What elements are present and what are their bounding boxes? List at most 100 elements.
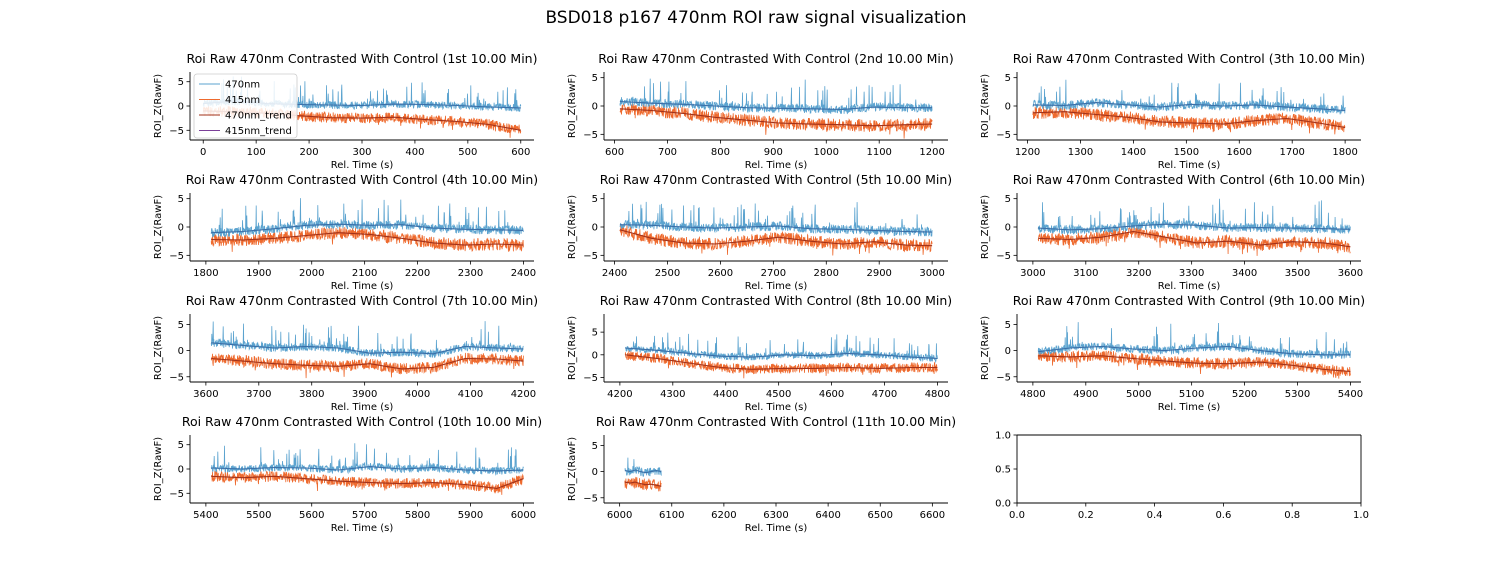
x-tick-label: 0.4 (1147, 510, 1163, 521)
subplot-9: Roi Raw 470nm Contrasted With Control (9… (980, 293, 1365, 413)
x-tick-label: 3800 (299, 389, 324, 400)
subplot-4: Roi Raw 470nm Contrasted With Control (4… (153, 172, 538, 292)
series-415nm-raw (210, 352, 524, 379)
x-tick-label: 2800 (814, 268, 839, 279)
x-tick-label: 2400 (511, 268, 536, 279)
x-tick-label: 0.2 (1078, 510, 1094, 521)
x-tick-label: 2100 (352, 268, 377, 279)
x-tick-label: 4400 (713, 389, 738, 400)
subplot-2: Roi Raw 470nm Contrasted With Control (2… (567, 51, 954, 171)
x-axis-label: Rel. Time (s) (745, 160, 808, 171)
x-tick-label: 4800 (925, 389, 950, 400)
y-tick-label: −5 (996, 251, 1011, 262)
subplot-title: Roi Raw 470nm Contrasted With Control (1… (596, 414, 956, 429)
subplot-5: Roi Raw 470nm Contrasted With Control (5… (567, 172, 952, 292)
x-axis-label: Rel. Time (s) (1158, 281, 1221, 292)
subplot-title: Roi Raw 470nm Contrasted With Control (8… (600, 293, 952, 308)
series-470nm-trend (211, 466, 524, 472)
series-470nm-raw (624, 457, 662, 477)
y-axis-label: ROI_Z(RawF) (153, 74, 164, 138)
x-tick-label: 700 (658, 147, 677, 158)
subplot-title: Roi Raw 470nm Contrasted With Control (7… (186, 293, 538, 308)
y-tick-label: 5 (1005, 320, 1011, 331)
x-tick-label: 6500 (868, 510, 893, 521)
legend-entry: 470nm_trend (225, 111, 292, 122)
y-tick-label: 0 (1005, 346, 1011, 357)
y-axis-label: ROI_Z(RawF) (567, 74, 578, 138)
y-axis-label: ROI_Z(RawF) (980, 74, 991, 138)
x-tick-label: 2000 (299, 268, 324, 279)
x-tick-label: 1200 (919, 147, 944, 158)
y-tick-label: −5 (996, 130, 1011, 141)
subplot-title: Roi Raw 470nm Contrasted With Control (5… (600, 172, 952, 187)
x-tick-label: 1800 (1332, 147, 1357, 158)
x-tick-label: 4200 (511, 389, 536, 400)
y-tick-label: 5 (178, 77, 184, 88)
series-415nm-raw (1032, 105, 1346, 135)
series-470nm-raw (624, 332, 938, 364)
series-470nm-raw (1032, 79, 1346, 115)
y-tick-label: −5 (583, 251, 598, 262)
y-tick-label: −5 (583, 373, 598, 384)
x-tick-label: 3100 (1073, 268, 1098, 279)
x-axis-label: Rel. Time (s) (745, 281, 808, 292)
x-tick-label: 0 (200, 147, 206, 158)
y-tick-label: 5 (592, 328, 598, 339)
x-tick-label: 6400 (815, 510, 840, 521)
x-tick-label: 5800 (405, 510, 430, 521)
series-470nm-trend (211, 342, 524, 355)
x-tick-label: 1.0 (1353, 510, 1369, 521)
y-tick-label: 5 (178, 440, 184, 451)
series-415nm-trend (1038, 355, 1351, 373)
subplot-6: Roi Raw 470nm Contrasted With Control (6… (980, 172, 1365, 292)
series-415nm-trend (619, 229, 933, 247)
x-tick-label: 300 (352, 147, 371, 158)
x-tick-label: 3000 (919, 268, 944, 279)
subplot-11: Roi Raw 470nm Contrasted With Control (1… (567, 414, 956, 534)
series-470nm-trend (211, 223, 524, 234)
x-tick-label: 3300 (1179, 268, 1204, 279)
x-tick-label: 3500 (1285, 268, 1310, 279)
y-tick-label: 0 (1005, 102, 1011, 113)
plot-area (210, 198, 524, 253)
y-tick-label: 5 (592, 73, 598, 84)
x-tick-label: 6200 (711, 510, 736, 521)
x-tick-label: 900 (764, 147, 783, 158)
x-tick-label: 4300 (660, 389, 685, 400)
y-tick-label: 0 (592, 467, 598, 478)
y-tick-label: −5 (169, 489, 184, 500)
x-axis-label: Rel. Time (s) (331, 281, 394, 292)
y-axis-label: ROI_Z(RawF) (980, 316, 991, 380)
x-tick-label: 6300 (763, 510, 788, 521)
series-415nm-raw (211, 469, 524, 495)
y-tick-label: −5 (169, 126, 184, 137)
subplot-title: Roi Raw 470nm Contrasted With Control (2… (598, 51, 953, 66)
x-tick-label: 4000 (405, 389, 430, 400)
y-tick-label: 0 (592, 102, 598, 113)
legend: 470nm 415nm 470nm_trend 415nm_trend (193, 73, 298, 139)
x-tick-label: 5100 (1179, 389, 1204, 400)
y-tick-label: −5 (169, 251, 184, 262)
x-tick-label: 6600 (920, 510, 945, 521)
y-axis-label: ROI_Z(RawF) (567, 316, 578, 380)
y-axis-label: ROI_Z(RawF) (567, 437, 578, 501)
series-470nm-trend (1038, 223, 1351, 231)
x-axis-label: Rel. Time (s) (331, 160, 394, 171)
x-tick-label: 0.8 (1284, 510, 1300, 521)
subplot-1: Roi Raw 470nm Contrasted With Control (1… (153, 51, 537, 171)
x-tick-label: 1700 (1279, 147, 1304, 158)
x-tick-label: 1000 (814, 147, 839, 158)
x-axis-label: Rel. Time (s) (331, 402, 394, 413)
series-415nm-trend (211, 232, 524, 246)
y-tick-label: 0 (592, 350, 598, 361)
x-tick-label: 6000 (511, 510, 536, 521)
series-470nm-trend (1038, 345, 1351, 356)
x-tick-label: 5600 (299, 510, 324, 521)
subplot-3: Roi Raw 470nm Contrasted With Control (3… (980, 51, 1365, 171)
series-415nm-raw (210, 226, 524, 253)
x-tick-label: 2300 (458, 268, 483, 279)
y-axis-label: ROI_Z(RawF) (153, 195, 164, 259)
series-470nm-raw (1037, 322, 1351, 360)
y-tick-label: 5 (178, 194, 184, 205)
